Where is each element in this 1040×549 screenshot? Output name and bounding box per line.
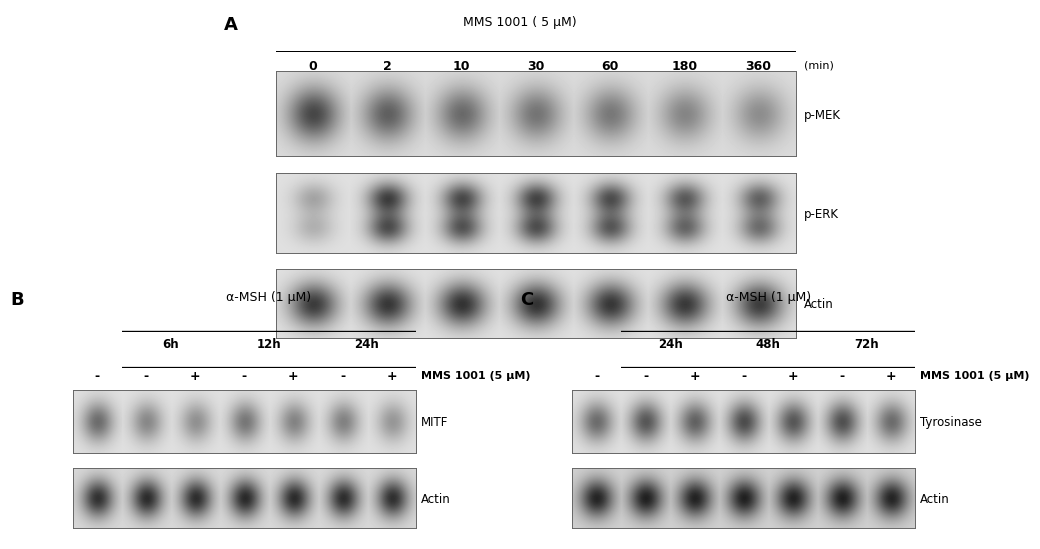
Text: 48h: 48h <box>756 338 781 351</box>
Text: p-ERK: p-ERK <box>804 208 839 221</box>
Text: 180: 180 <box>671 60 697 74</box>
Text: Actin: Actin <box>804 298 834 311</box>
Text: 2: 2 <box>383 60 391 74</box>
Text: 10: 10 <box>452 60 470 74</box>
Text: 60: 60 <box>601 60 619 74</box>
Text: -: - <box>340 369 345 383</box>
Text: -: - <box>95 369 100 383</box>
Text: α-MSH (1 μM): α-MSH (1 μM) <box>726 291 810 304</box>
Text: B: B <box>10 291 24 309</box>
Text: 30: 30 <box>527 60 544 74</box>
Text: Tyrosinase: Tyrosinase <box>920 416 982 429</box>
Text: +: + <box>288 369 298 383</box>
Text: MMS 1001 (5 μM): MMS 1001 (5 μM) <box>920 371 1030 381</box>
Text: +: + <box>386 369 397 383</box>
Text: MITF: MITF <box>421 416 448 429</box>
Text: A: A <box>224 16 237 35</box>
Text: +: + <box>690 369 700 383</box>
Text: C: C <box>520 291 534 309</box>
Text: 12h: 12h <box>257 338 281 351</box>
Text: -: - <box>839 369 844 383</box>
Text: -: - <box>742 369 746 383</box>
Text: +: + <box>787 369 798 383</box>
Text: MMS 1001 (5 μM): MMS 1001 (5 μM) <box>421 371 530 381</box>
Text: 0: 0 <box>309 60 317 74</box>
Text: 6h: 6h <box>162 338 179 351</box>
Text: -: - <box>643 369 648 383</box>
Text: 24h: 24h <box>657 338 682 351</box>
Text: 72h: 72h <box>854 338 879 351</box>
Text: (min): (min) <box>804 60 834 70</box>
Text: Actin: Actin <box>920 493 951 506</box>
Text: Actin: Actin <box>421 493 451 506</box>
Text: α-MSH (1 μM): α-MSH (1 μM) <box>227 291 311 304</box>
Text: -: - <box>594 369 599 383</box>
Text: +: + <box>190 369 201 383</box>
Text: MMS 1001 ( 5 μM): MMS 1001 ( 5 μM) <box>463 16 577 30</box>
Text: +: + <box>885 369 896 383</box>
Text: 360: 360 <box>746 60 772 74</box>
Text: 24h: 24h <box>355 338 380 351</box>
Text: -: - <box>144 369 149 383</box>
Text: -: - <box>242 369 246 383</box>
Text: p-MEK: p-MEK <box>804 109 841 122</box>
